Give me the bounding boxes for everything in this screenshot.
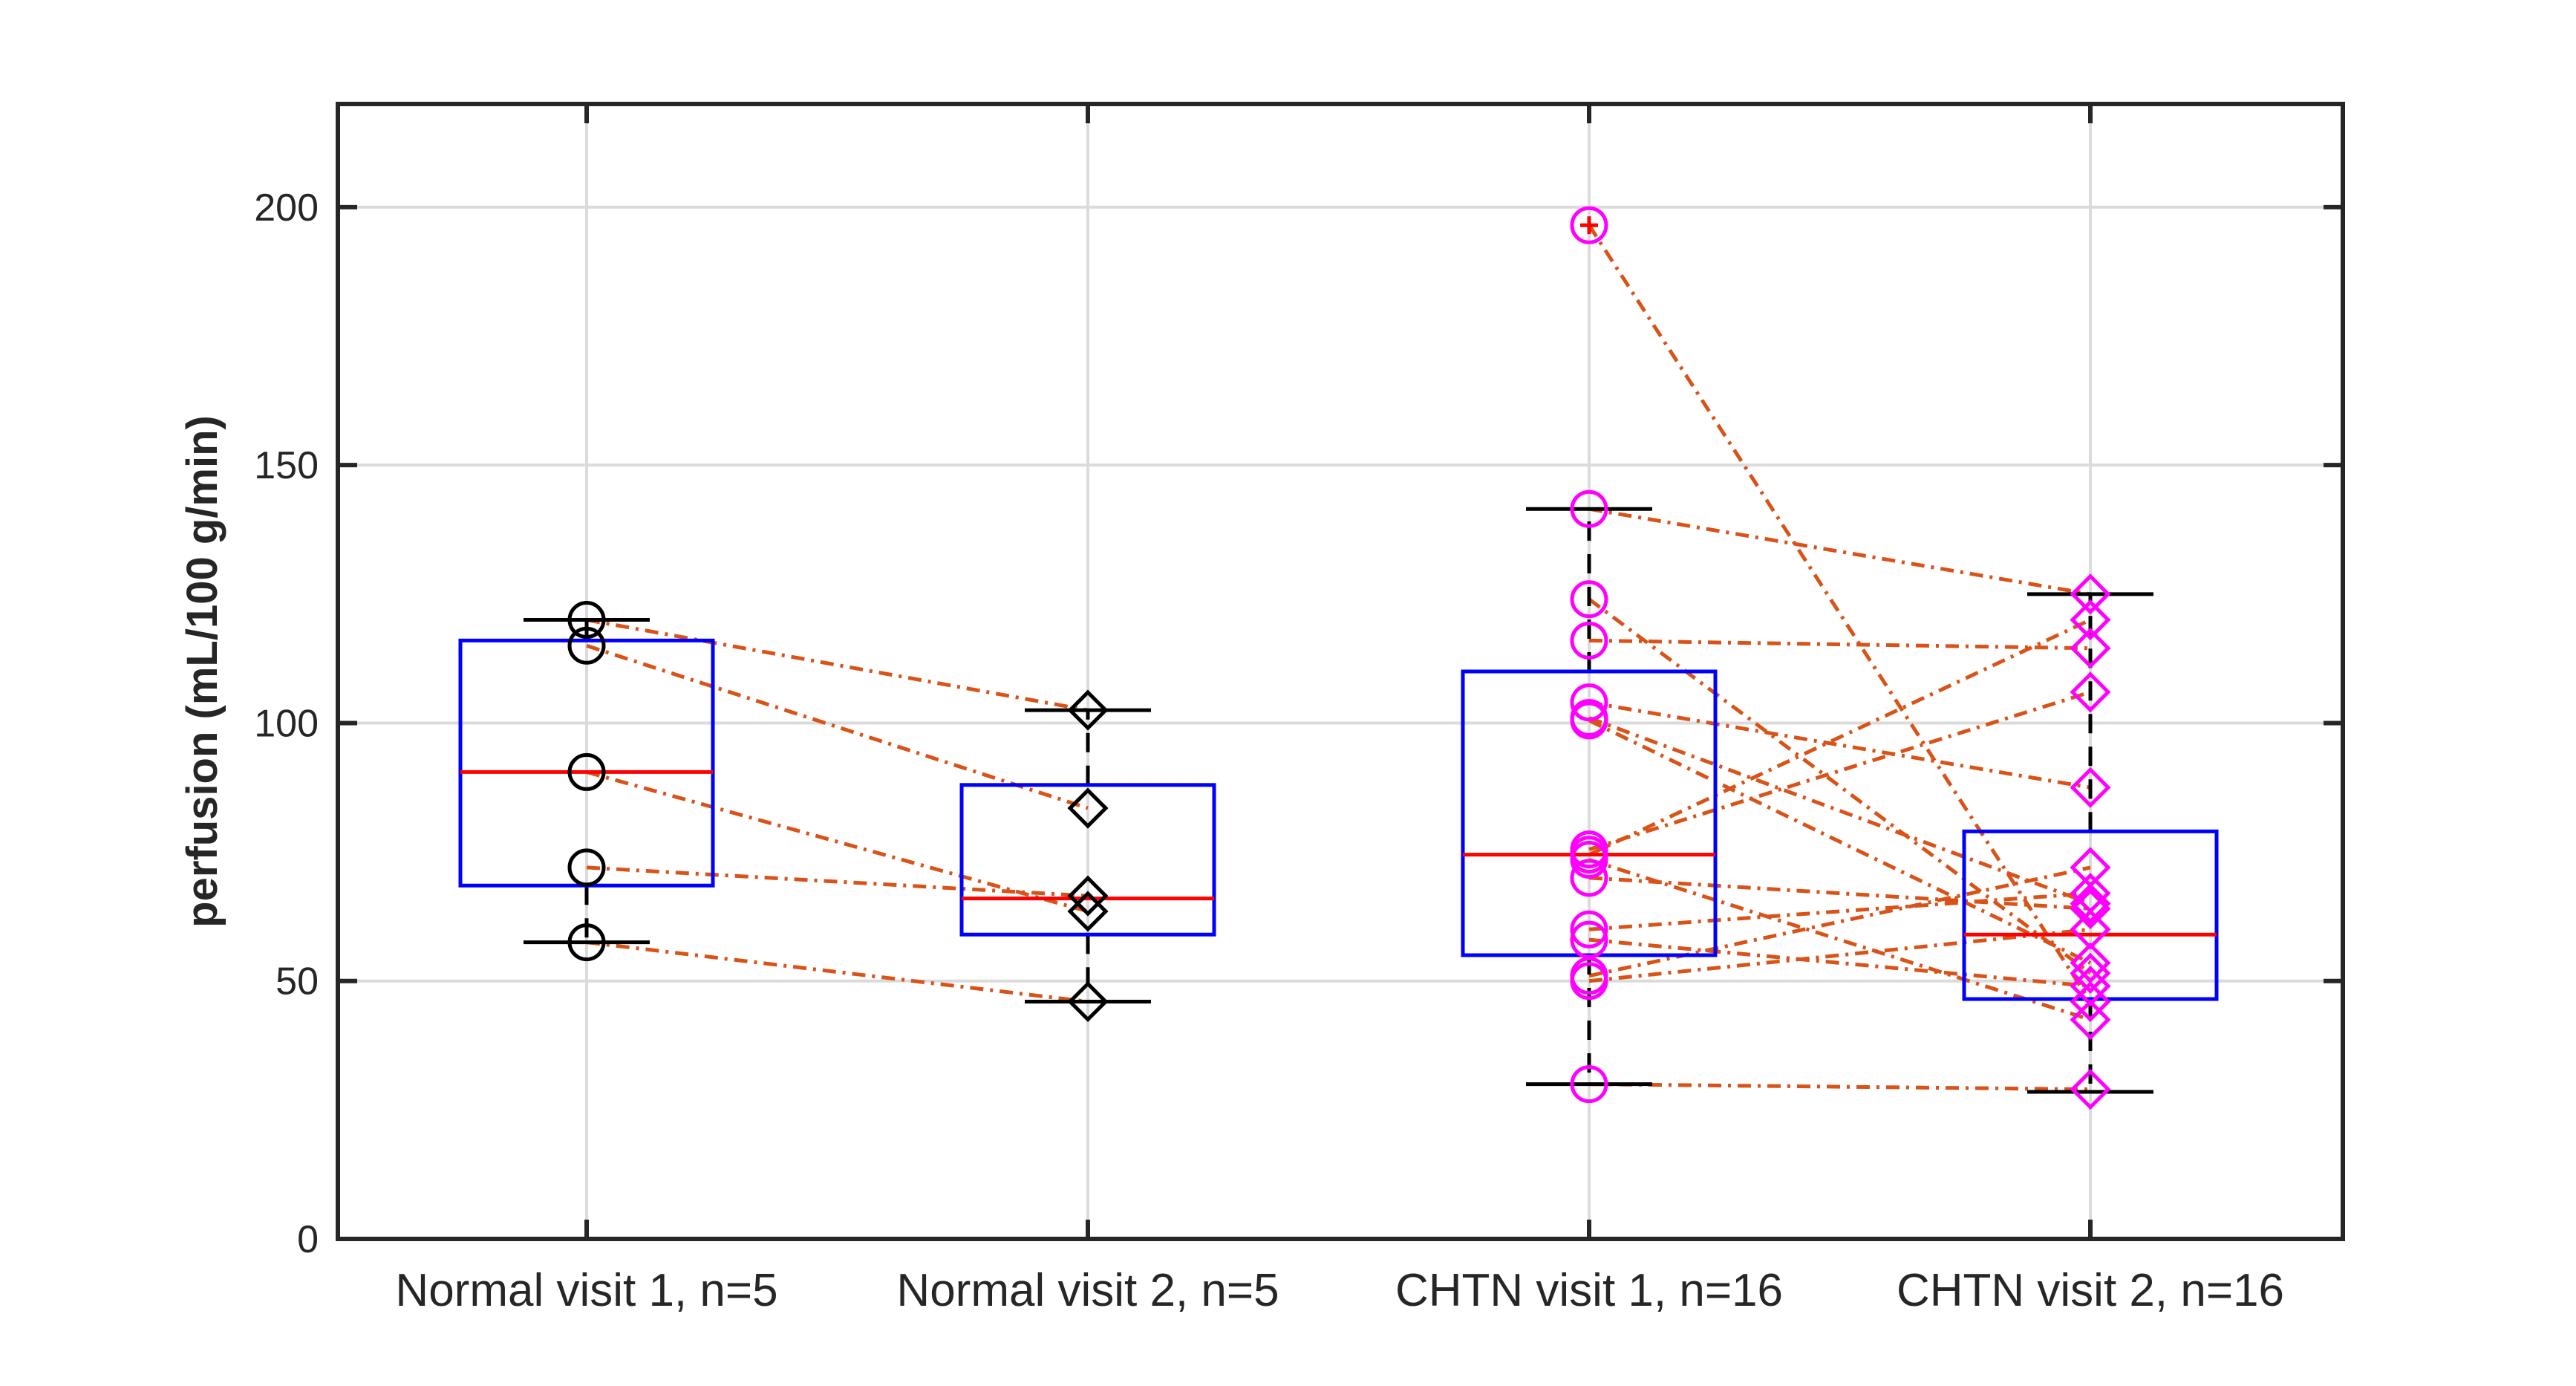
data-point-diamond [1067, 787, 1109, 829]
pair-line-chtn [1587, 224, 2093, 1003]
pair-line-normal [586, 865, 1089, 898]
data-point-diamond [2070, 599, 2111, 641]
box-iqr [959, 783, 1216, 937]
y-tick-label: 50 [275, 960, 319, 1003]
data-point-circle [1570, 489, 1608, 528]
box-iqr [1962, 829, 2219, 1001]
pair-line-chtn [1588, 858, 2091, 1022]
pair-line-chtn [1588, 891, 2091, 931]
grid-lines [338, 104, 2343, 1240]
pair-line-chtn [1588, 937, 2091, 989]
data-point-diamond [1067, 689, 1109, 731]
pair-line-chtn [1588, 876, 2091, 911]
y-tick-label: 100 [254, 702, 319, 745]
axes [336, 102, 2345, 1241]
data-point-diamond [2070, 980, 2111, 1023]
pair-line-chtn [1588, 507, 2091, 596]
data-point-circle [567, 923, 606, 962]
data-point-circle [1570, 701, 1608, 740]
pair-line-chtn [1588, 597, 2092, 975]
y-axis-label: perfusion (mL/100 g/min) [178, 415, 226, 928]
pair-line-normal [586, 618, 1089, 712]
x-tick-label: Normal visit 2, n=5 [896, 1265, 1279, 1316]
data-point-circle [567, 752, 606, 791]
labels: perfusion (mL/100 g/min) 0 50 100 150 200 Nor… [178, 186, 2284, 1316]
pair-line-chtn [1588, 1082, 2091, 1092]
data-point-diamond [2070, 888, 2111, 930]
data-point-diamond [1067, 875, 1109, 917]
data-point-circle [1570, 910, 1608, 949]
data-point-diamond [2070, 883, 2111, 925]
data-point-circle [567, 626, 606, 665]
paired-lines [586, 224, 2093, 1092]
data-point-circle [567, 601, 606, 640]
y-tick-label: 0 [297, 1218, 319, 1261]
data-point-circle [567, 848, 606, 887]
data-point-circle [1570, 841, 1608, 879]
pair-line-chtn [1588, 718, 2092, 965]
pair-line-normal [586, 770, 1089, 914]
data-point-circle [1570, 580, 1608, 619]
data-point-circle [1570, 962, 1608, 1001]
data-point-circle [1570, 1065, 1608, 1104]
data-point-circle [1570, 206, 1608, 244]
y-tick-label: 200 [254, 186, 319, 230]
pair-line-chtn [1588, 927, 2091, 983]
data-point-circle [1570, 621, 1608, 660]
plot-frame [336, 102, 2345, 1241]
x-tick-label: CHTN visit 2, n=16 [1897, 1265, 2284, 1316]
data-point-diamond [2070, 671, 2111, 713]
pair-line-chtn [1588, 638, 2091, 651]
data-point-diamond [2070, 999, 2111, 1041]
data-point-circle [1570, 859, 1608, 897]
data-point-diamond [2070, 573, 2111, 615]
pair-line-chtn [1588, 716, 2091, 905]
data-point-diamond [2070, 942, 2111, 983]
data-point-circle [1570, 683, 1608, 722]
pair-line-chtn [1588, 690, 2091, 852]
data-point-diamond [2070, 1069, 2111, 1110]
data-point-diamond [1067, 891, 1109, 932]
data-point-diamond [2070, 952, 2111, 994]
data-markers [567, 206, 2111, 1110]
x-tick-label: CHTN visit 1, n=16 [1395, 1265, 1783, 1316]
data-point-diamond [2070, 767, 2111, 808]
pair-line-normal [586, 940, 1089, 1003]
pair-line-chtn [1588, 865, 2091, 978]
pair-line-chtn [1588, 700, 2091, 790]
x-tick-label: Normal visit 1, n=5 [395, 1265, 777, 1316]
boxes [458, 216, 2219, 1094]
data-point-diamond [2070, 628, 2111, 669]
data-point-diamond [1067, 980, 1109, 1023]
data-point-circle [1570, 920, 1608, 959]
pair-line-chtn [1588, 618, 2092, 856]
y-tick-label: 150 [254, 444, 319, 487]
